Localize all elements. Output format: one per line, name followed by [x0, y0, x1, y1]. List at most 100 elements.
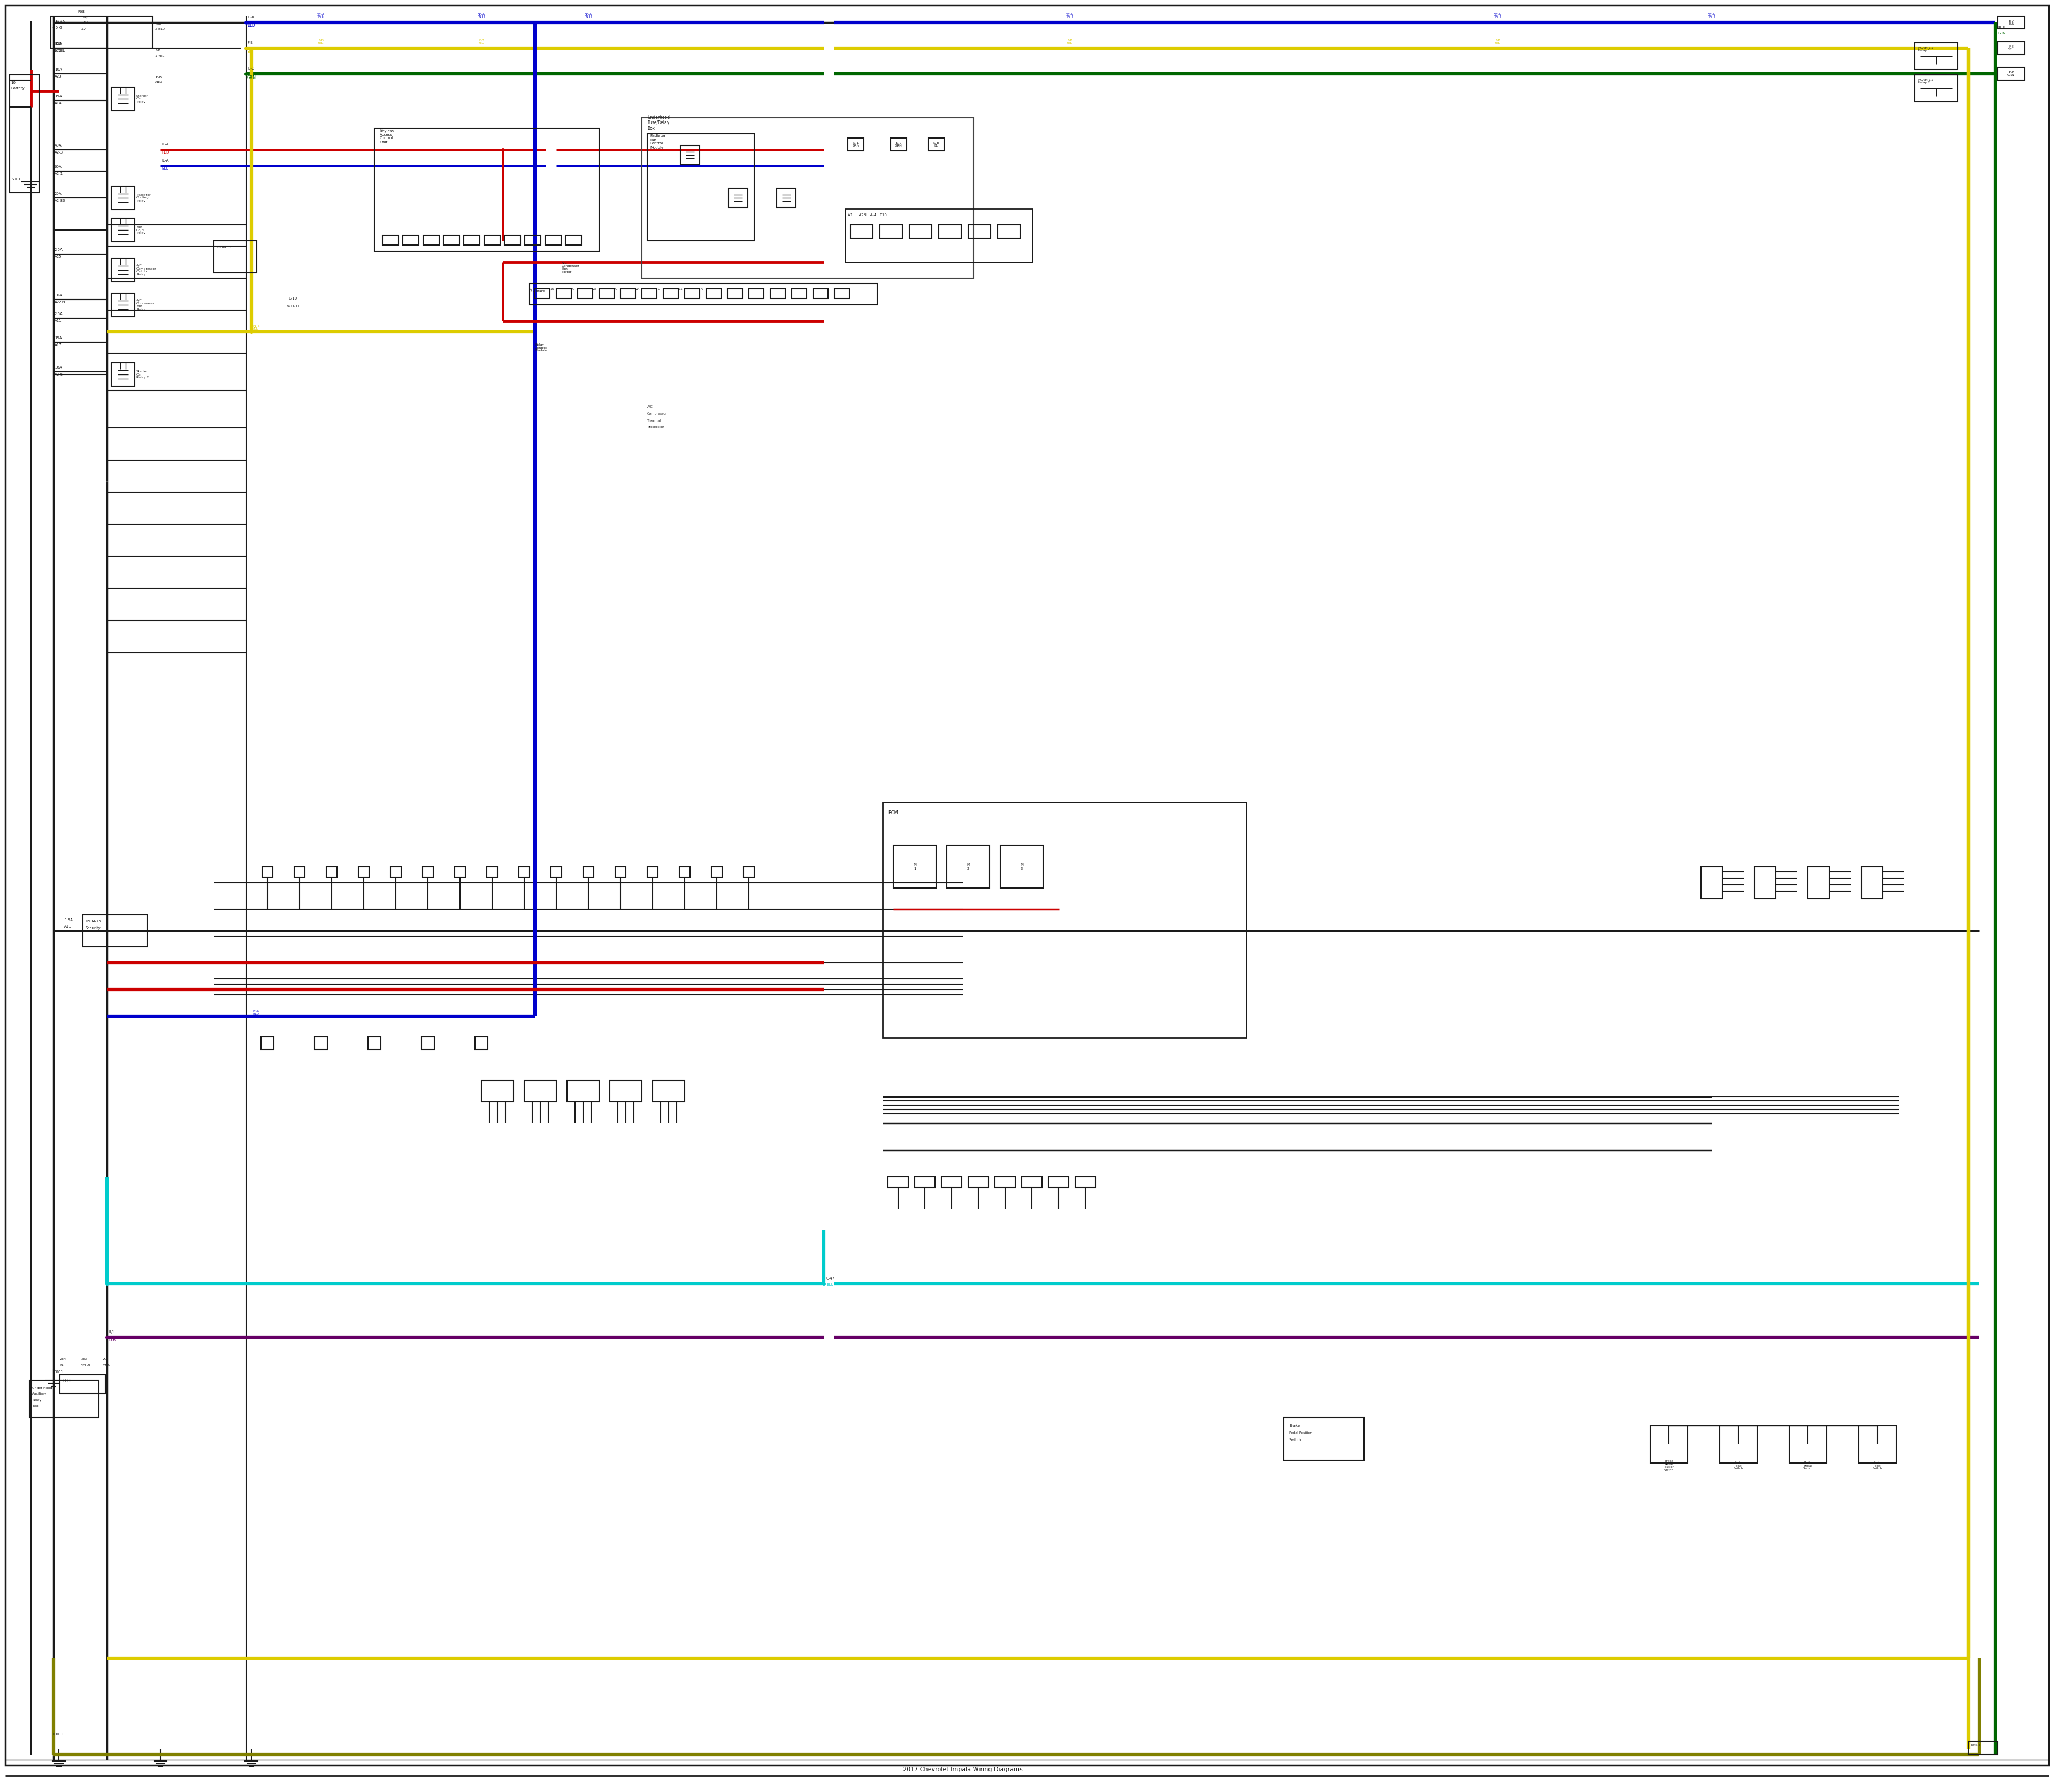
Bar — [10, 75, 39, 192]
Text: IE-A: IE-A — [246, 16, 255, 18]
Text: 2A: 2A — [635, 287, 639, 290]
Text: 2E/I: 2E/I — [60, 1357, 66, 1360]
Text: IE-B: IE-B — [246, 66, 255, 70]
Text: 1.5A: 1.5A — [64, 919, 72, 921]
Bar — [711, 867, 723, 878]
Text: BLU: BLU — [246, 23, 255, 29]
Bar — [534, 289, 550, 299]
Bar — [647, 867, 657, 878]
Bar — [770, 289, 785, 299]
Text: A2-99: A2-99 — [55, 301, 66, 305]
Bar — [263, 867, 273, 878]
Text: Underhood
Fuse/Relay
Box: Underhood Fuse/Relay Box — [647, 115, 670, 131]
Bar — [1719, 1426, 1756, 1462]
Text: 30A: 30A — [55, 294, 62, 297]
Text: BLU: BLU — [826, 1283, 834, 1287]
Text: IPDM-75: IPDM-75 — [86, 919, 101, 923]
Bar — [505, 235, 520, 246]
Bar — [403, 235, 419, 246]
Bar — [51, 16, 152, 48]
Text: F-B: F-B — [246, 41, 253, 45]
Bar — [620, 289, 635, 299]
Bar — [1649, 1426, 1688, 1462]
Text: G001: G001 — [53, 1371, 64, 1374]
Text: A/C
Compressor
Clutch
Relay: A/C Compressor Clutch Relay — [136, 263, 156, 276]
Bar — [421, 1038, 433, 1050]
Bar — [485, 235, 499, 246]
Text: BATT-11: BATT-11 — [286, 305, 300, 306]
Bar — [294, 867, 304, 878]
Text: IE-B: IE-B — [1999, 27, 2005, 29]
Bar — [454, 867, 466, 878]
Text: Relay
Control
Module: Relay Control Module — [534, 344, 546, 353]
Bar — [939, 224, 961, 238]
Bar — [481, 1081, 514, 1102]
Text: A2-1: A2-1 — [55, 172, 64, 176]
Bar — [577, 289, 594, 299]
Text: Thermal: Thermal — [647, 419, 661, 421]
Bar — [680, 867, 690, 878]
Bar — [583, 867, 594, 878]
Text: C: C — [573, 287, 575, 290]
Text: M
1: M 1 — [914, 864, 916, 871]
Bar — [111, 294, 136, 317]
Text: 10A: 10A — [82, 22, 88, 23]
Bar — [524, 235, 540, 246]
Text: 2.5A: 2.5A — [55, 312, 64, 315]
Text: BCM: BCM — [887, 810, 898, 815]
Bar — [487, 867, 497, 878]
Bar — [520, 867, 530, 878]
Text: 5E-A
BLU: 5E-A BLU — [316, 13, 325, 20]
Text: IE/I: IE/I — [109, 1330, 113, 1333]
Text: Brake
Pedal
Switch: Brake Pedal Switch — [1873, 1460, 1881, 1469]
Text: Starter
Car
Relay: Starter Car Relay — [136, 95, 148, 104]
Text: IL-1
BRN: IL-1 BRN — [852, 142, 859, 147]
Text: Compressor: Compressor — [647, 412, 668, 414]
Bar — [941, 1177, 961, 1188]
Bar — [1999, 41, 2025, 54]
Text: 60A: 60A — [55, 165, 62, 168]
Text: CAPs: CAPs — [103, 1364, 111, 1367]
Bar — [1701, 867, 1723, 898]
Text: Battery: Battery — [10, 86, 25, 90]
Bar — [893, 846, 937, 889]
Text: IE-B
GRN: IE-B GRN — [2007, 72, 2015, 77]
Bar — [663, 289, 678, 299]
Bar — [680, 145, 700, 165]
Bar — [111, 258, 136, 281]
Bar — [844, 208, 1033, 262]
Text: 10: 10 — [10, 81, 16, 84]
Bar — [1021, 1177, 1041, 1188]
Text: Brake
Pedal
Position
Switch: Brake Pedal Position Switch — [1664, 1460, 1674, 1471]
Bar — [928, 138, 945, 151]
Text: A17: A17 — [55, 344, 62, 346]
Bar — [390, 867, 401, 878]
Text: 5E-A
BLU: 5E-A BLU — [1066, 13, 1074, 20]
Bar — [744, 867, 754, 878]
Text: A25: A25 — [55, 254, 62, 258]
Text: 120A: 120A — [53, 22, 62, 23]
Text: 36A: 36A — [55, 366, 62, 369]
Text: RED: RED — [162, 151, 168, 154]
Bar — [82, 914, 148, 946]
Text: A/C
Condenser
Fan
Relay: A/C Condenser Fan Relay — [136, 299, 154, 310]
Text: Box: Box — [33, 1405, 39, 1407]
Bar — [565, 235, 581, 246]
Text: Keyless
Access
Control
Unit: Keyless Access Control Unit — [380, 129, 394, 143]
Text: Under Hood: Under Hood — [33, 1387, 51, 1389]
Text: YEL-B: YEL-B — [82, 1364, 90, 1367]
Bar — [530, 283, 877, 305]
Text: ELD: ELD — [62, 1378, 70, 1383]
Text: A23: A23 — [55, 75, 62, 79]
Text: HCAM-11
Relay 2: HCAM-11 Relay 2 — [1918, 79, 1933, 84]
Text: A11: A11 — [55, 319, 62, 323]
Bar — [653, 1081, 684, 1102]
Text: A/C
Condenser
Fan
Motor: A/C Condenser Fan Motor — [561, 262, 579, 274]
Text: 11: 11 — [678, 287, 682, 290]
Text: 15A: 15A — [55, 95, 62, 99]
Text: GRN: GRN — [1999, 32, 2007, 34]
Text: A2-80: A2-80 — [55, 199, 66, 202]
Text: Security: Security — [86, 926, 101, 930]
Text: IE-A
BLU: IE-A BLU — [2009, 20, 2015, 25]
Bar — [729, 188, 748, 208]
